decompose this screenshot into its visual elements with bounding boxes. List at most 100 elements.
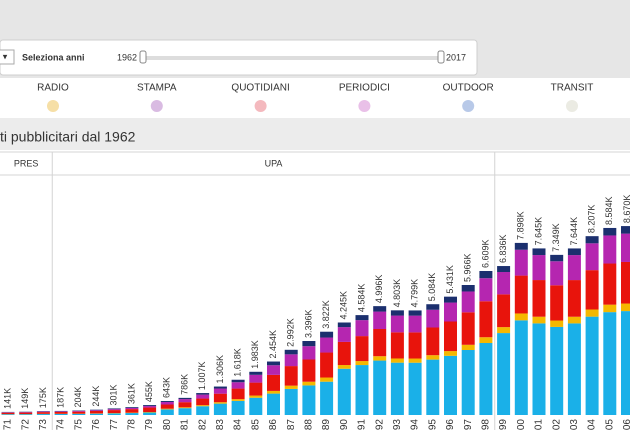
bar-segment [426,327,440,356]
bar-segment [390,315,404,333]
subtitle-band [0,118,630,150]
bar-segment [284,366,298,386]
bar-segment [444,321,457,352]
bar-segment [337,365,351,369]
x-tick-label: 1978 [127,419,138,430]
x-tick-label: 1985 [250,419,261,430]
bar-segment [249,382,263,396]
dropdown[interactable] [0,49,15,65]
x-tick-label: 1977 [109,419,120,430]
bar-segment [603,304,617,313]
bar-segment [621,261,630,304]
bar-segment [90,411,103,414]
bar-segment [267,393,280,415]
bar-segment [408,362,422,415]
bar-segment [444,351,457,356]
bar-segment [567,316,581,324]
bar-segment [426,359,440,415]
bar-segment [160,409,174,415]
total-label: 6.836K [498,235,508,264]
bar-segment [444,296,457,303]
bar-segment [54,413,68,415]
slider-handle-min[interactable] [139,50,147,64]
bar-segment [479,278,493,302]
bar-segment [267,390,280,394]
bar-segment [603,312,617,415]
panel-header: PRES [14,158,39,168]
total-label: 4.584K [356,284,366,313]
total-label: 1.007K [197,362,207,391]
bar-segment [373,311,387,329]
total-label: 455K [144,381,154,402]
bar-segment [267,365,280,375]
legend-swatch [358,100,371,112]
bar-segment [72,413,86,415]
bar-segment [1,412,15,415]
bar-segment [36,414,50,415]
bar-segment [567,323,581,415]
bar-segment [461,312,475,345]
legend-swatch [47,100,59,112]
bar-segment [160,401,174,405]
bar-segment [426,309,440,328]
bar-segment [54,411,68,412]
x-tick-label: 1975 [73,419,84,430]
x-tick-label: 2003 [569,419,580,430]
x-tick-label: 2000 [516,419,527,430]
bar-segment [479,342,493,415]
bar-segment [72,411,86,414]
legend-label: QUOTIDIANI [231,83,289,94]
bar-segment [585,270,599,310]
bar-segment [196,394,210,399]
total-label: 5.084K [427,273,437,302]
x-tick-label: 1971 [3,419,14,430]
total-label: 7.644K [569,217,579,246]
bar-segment [355,365,369,415]
bar-segment [426,355,440,360]
bar-segment [461,344,475,351]
bar-segment [19,412,33,415]
legend-label: OUTDOOR [443,83,494,94]
bar-segment [196,406,210,415]
bar-segment [143,412,157,415]
x-tick-label: 1973 [38,419,49,430]
bar-segment [1,414,15,415]
bar-segment [178,408,192,415]
bar-segment [390,362,404,415]
bar-segment [143,406,157,408]
legend-swatch [462,100,475,112]
bar-segment [160,408,174,410]
x-tick-label: 2004 [587,419,598,430]
legend-swatch [150,100,163,112]
bar-segment [249,395,263,398]
x-tick-label: 1983 [215,419,226,430]
bar-segment [355,315,369,321]
slider-handle-max[interactable] [437,50,445,64]
bar-segment [567,280,581,317]
bar-segment [461,285,475,292]
bar-segment [337,322,351,328]
bar-segment [178,399,192,403]
total-label: 1.618K [232,348,242,377]
legend-label: PERIODICI [339,83,390,94]
bar-segment [532,255,546,281]
bar-segment [196,398,210,406]
total-label: 4.996K [374,275,384,304]
total-label: 204K [73,387,83,408]
total-label: 8.584K [604,196,614,225]
x-tick-label: 1979 [144,419,155,430]
bar-segment [213,402,227,404]
bar-segment [143,405,157,407]
bar-segment [231,382,245,389]
bar-segment [603,227,617,236]
bar-segment [302,341,316,347]
x-tick-label: 1989 [321,419,332,430]
total-label: 643K [162,377,172,398]
bar-segment [213,403,227,415]
x-tick-label: 1995 [427,419,438,430]
bar-segment [373,306,387,312]
bar-segment [479,337,493,343]
bar-segment [532,316,546,324]
bar-segment [532,323,546,415]
x-tick-label: 1984 [233,419,244,430]
